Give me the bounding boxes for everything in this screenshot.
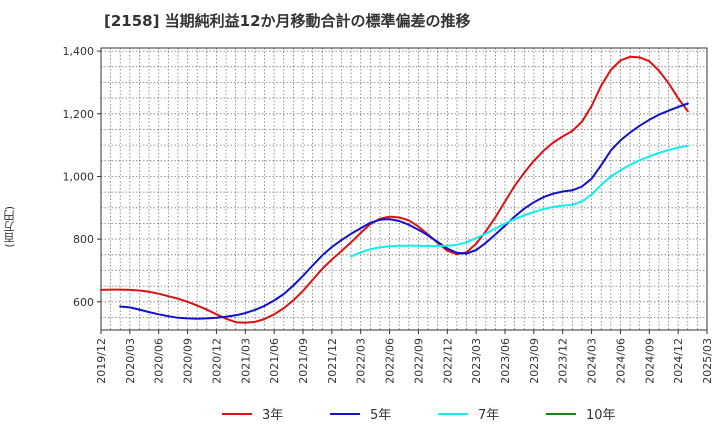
series-line-1 xyxy=(100,55,689,324)
x-tick-label: 2023/03 xyxy=(470,338,483,384)
x-tick-label: 2019/12 xyxy=(95,338,108,384)
legend-label-3: 7年 xyxy=(478,408,499,423)
x-tick-label: 2021/09 xyxy=(297,338,310,384)
x-tick-label: 2020/03 xyxy=(124,338,137,384)
x-tick-label: 2022/03 xyxy=(355,338,368,384)
x-tick-label: 2020/06 xyxy=(153,338,166,384)
x-tick-label: 2024/06 xyxy=(614,338,627,384)
x-tick-label: 2023/09 xyxy=(528,338,541,384)
y-tick-label: 1,000 xyxy=(63,170,95,183)
series-line-3 xyxy=(350,144,689,258)
legend-label-2: 5年 xyxy=(370,408,391,423)
x-tick-label: 2020/09 xyxy=(182,338,195,384)
legend-label-4: 10年 xyxy=(586,408,616,423)
x-tick-label: 2022/12 xyxy=(441,338,454,384)
chart-title: [2158] 当期純利益12か月移動合計の標準偏差の推移 xyxy=(104,12,471,30)
x-tick-label: 2025/03 xyxy=(701,338,714,384)
y-tick-label: 600 xyxy=(73,296,94,309)
y-tick-label: 800 xyxy=(73,233,94,246)
x-tick-label: 2024/09 xyxy=(643,338,656,384)
plot-area xyxy=(101,48,707,330)
plot-frame xyxy=(100,47,708,331)
x-tick-label: 2021/12 xyxy=(326,338,339,384)
x-tick-label: 2023/06 xyxy=(499,338,512,384)
series-line-2 xyxy=(119,102,689,320)
x-tick-label: 2022/06 xyxy=(384,338,397,384)
x-tick-label: 2021/03 xyxy=(239,338,252,384)
legend-label-1: 3年 xyxy=(262,408,283,423)
x-tick-label: 2024/03 xyxy=(586,338,599,384)
x-tick-label: 2023/12 xyxy=(557,338,570,384)
x-tick-label: 2022/09 xyxy=(412,338,425,384)
y-tick-label: 1,200 xyxy=(63,108,95,121)
x-tick-label: 2024/12 xyxy=(672,338,685,384)
x-tick-label: 2021/06 xyxy=(268,338,281,384)
y-tick-label: 1,400 xyxy=(63,45,95,58)
x-tick-label: 2020/12 xyxy=(210,338,223,384)
